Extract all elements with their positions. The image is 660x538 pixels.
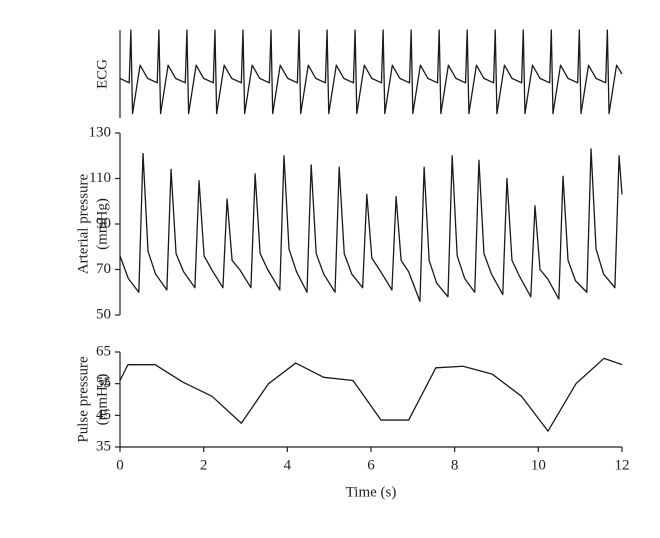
line	[119, 29, 623, 115]
x-tick-label: 2	[200, 457, 208, 473]
y-tick-label: 50	[96, 306, 111, 322]
y-axis-label: Arterial pressure	[75, 173, 91, 274]
x-axis-label: Time (s)	[346, 484, 397, 500]
line	[119, 357, 623, 432]
y-axis-label: (mmHg)	[94, 374, 110, 426]
y-tick-label: 130	[89, 124, 112, 140]
x-tick-label: 8	[451, 457, 459, 473]
y-tick-label: 90	[96, 215, 111, 231]
y-tick-label: 110	[89, 170, 111, 186]
y-tick-label: 65	[96, 343, 111, 359]
y-tick-label: 70	[96, 261, 111, 277]
x-tick-label: 6	[367, 457, 375, 473]
x-tick-label: 12	[615, 457, 630, 473]
y-tick-label: 55	[96, 375, 111, 391]
y-tick-label: 35	[96, 438, 111, 454]
x-tick-label: 4	[284, 457, 292, 473]
y-axis-label: (mmHg)	[94, 198, 110, 250]
y-tick-label: 45	[96, 407, 111, 423]
y-axis-label: ECG	[94, 59, 110, 89]
x-tick-label: 0	[116, 457, 124, 473]
y-axis-label: Pulse pressure	[75, 356, 91, 443]
x-tick-label: 10	[531, 457, 546, 473]
line	[119, 148, 623, 302]
